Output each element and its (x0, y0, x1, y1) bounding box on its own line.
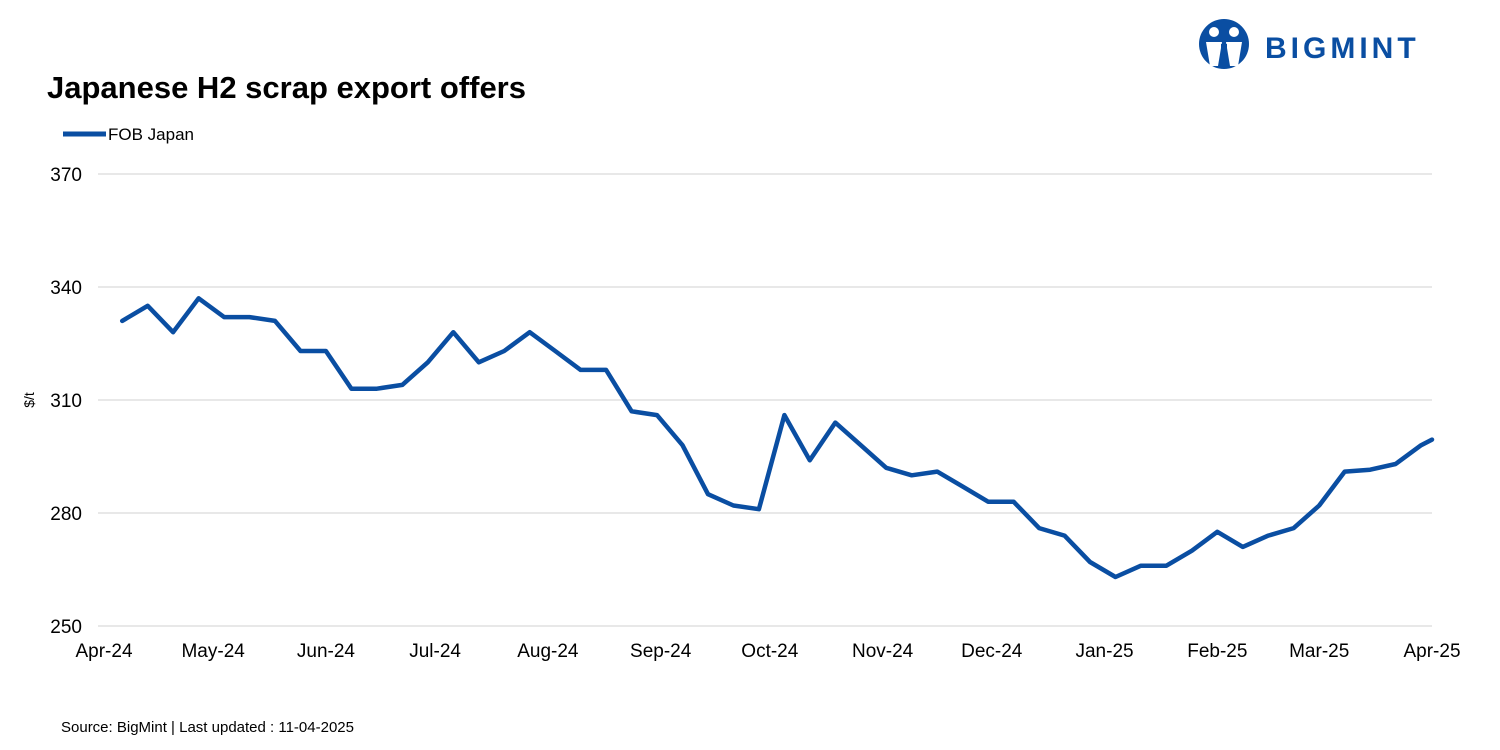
x-tick-label: Dec-24 (961, 641, 1023, 662)
x-tick-label: Jan-25 (1075, 641, 1133, 662)
series-layer (119, 296, 1435, 580)
x-tick-label: Jun-24 (297, 641, 356, 662)
chart-title: Japanese H2 scrap export offers (47, 70, 526, 105)
x-tick-label: Feb-25 (1187, 641, 1247, 662)
x-tick-label: Sep-24 (630, 641, 692, 662)
brand-emblem-icon (1199, 19, 1249, 69)
x-tick-label: Nov-24 (852, 641, 914, 662)
x-tick-label: Mar-25 (1289, 641, 1349, 662)
gridlines (98, 173, 1432, 627)
y-tick-label: 250 (50, 617, 82, 638)
legend-label: FOB Japan (108, 125, 194, 144)
y-tick-labels: 250 280 310 340 370 (50, 165, 82, 638)
source-note: Source: BigMint | Last updated : 11-04-2… (61, 719, 354, 736)
series-line-fob-japan (119, 296, 1435, 580)
y-tick-label: 310 (50, 391, 82, 412)
x-tick-label: Aug-24 (517, 641, 579, 662)
x-tick-label: Apr-24 (75, 641, 132, 662)
x-tick-label: May-24 (181, 641, 245, 662)
brand-logo: BIGMINT (1199, 19, 1420, 69)
y-tick-label: 370 (50, 165, 82, 186)
y-tick-label: 340 (50, 278, 82, 299)
y-axis-label: $/t (21, 392, 37, 408)
x-tick-label: Jul-24 (409, 641, 461, 662)
x-tick-labels: Apr-24 May-24 Jun-24 Jul-24 Aug-24 Sep-24 Oct-… (75, 641, 1460, 662)
legend: FOB Japan (63, 125, 194, 144)
y-tick-label: 280 (50, 504, 82, 525)
brand-name: BIGMINT (1265, 32, 1420, 65)
x-tick-label: Oct-24 (741, 641, 798, 662)
x-tick-label: Apr-25 (1403, 641, 1460, 662)
